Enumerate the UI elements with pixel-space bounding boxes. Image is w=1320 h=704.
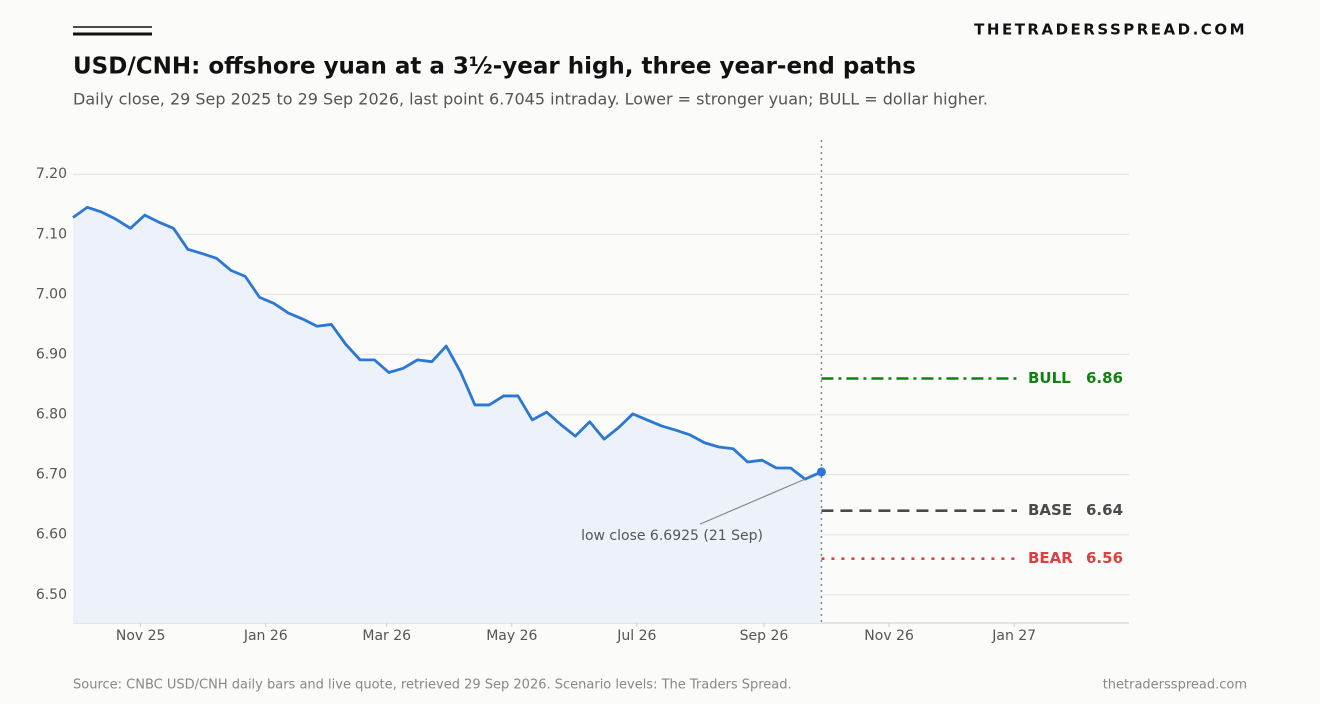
x-tick-label: May 26 (486, 628, 537, 644)
scenario-name: BEAR (1028, 549, 1073, 567)
scenario-name: BASE (1028, 501, 1072, 519)
chart-title: USD/CNH: offshore yuan at a 3½-year high… (73, 54, 916, 80)
line (72, 205, 822, 481)
x-tick-label: Jan 27 (991, 628, 1036, 644)
x-tick-label: Nov 26 (864, 628, 914, 644)
last-point (816, 467, 826, 477)
scenario-name: BULL (1028, 369, 1071, 387)
y-tick-label: 6.80 (36, 407, 67, 423)
y-tick-label: 7.10 (36, 226, 67, 242)
annotation-arrow (699, 478, 806, 525)
y-tick-label: 7.20 (36, 166, 67, 182)
chart-subtitle: Daily close, 29 Sep 2025 to 29 Sep 2026,… (73, 90, 988, 109)
site-note: thetradersspread.com (1103, 678, 1247, 693)
x-tick-label: Nov 25 (116, 628, 166, 644)
scenario-value: 6.56 (1086, 549, 1123, 567)
x-tick-label: Jul 26 (616, 628, 656, 644)
scenario-value: 6.86 (1086, 369, 1123, 387)
y-tick-label: 7.00 (36, 286, 67, 302)
x-tick-label: Mar 26 (362, 628, 411, 644)
x-tick-label: Sep 26 (740, 628, 789, 644)
annotation: low close 6.6925 (21 Sep) (581, 528, 763, 544)
scenario-value: 6.64 (1086, 501, 1123, 519)
y-tick-label: 6.60 (36, 527, 67, 543)
y-tick-label: 6.50 (36, 587, 67, 603)
brand: THETRADERSSPREAD.COM (974, 21, 1247, 39)
y-tick-label: 6.70 (36, 467, 67, 483)
y-tick-label: 6.90 (36, 346, 67, 362)
x-tick-label: Jan 26 (243, 628, 288, 644)
area (73, 207, 822, 624)
source-note: Source: CNBC USD/CNH daily bars and live… (73, 678, 792, 693)
